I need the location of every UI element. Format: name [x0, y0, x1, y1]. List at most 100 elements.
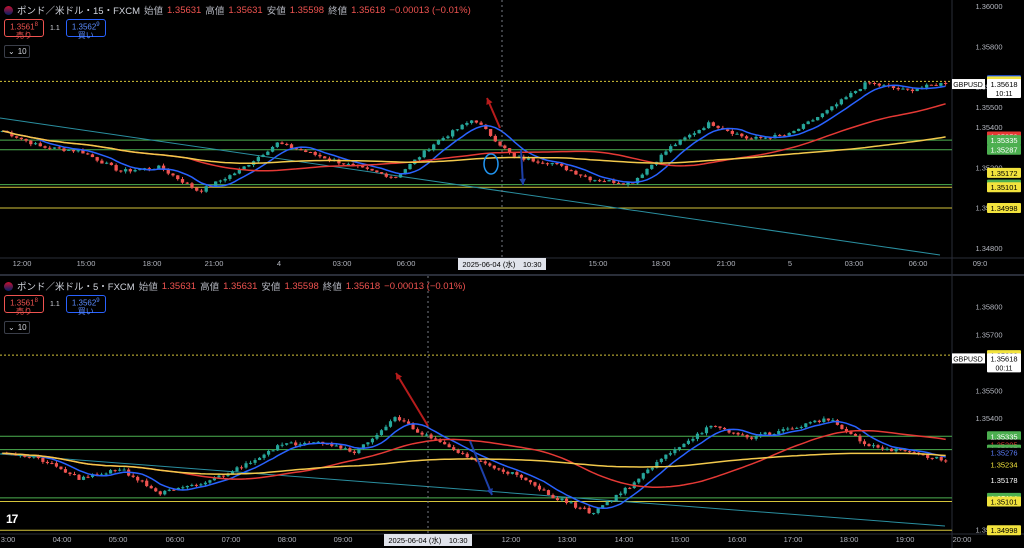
time-tick-label: 17:00	[784, 535, 803, 544]
candle-body	[474, 120, 479, 123]
candle-body	[546, 490, 551, 495]
candle-body	[492, 465, 496, 469]
candle-body	[68, 472, 72, 475]
candle-body	[157, 165, 161, 170]
candle-body	[154, 488, 158, 492]
symbol-title[interactable]: ポンド／米ドル・5・FXCM	[17, 282, 135, 293]
time-tick-label: 06:00	[166, 535, 185, 544]
candle-body	[427, 149, 431, 151]
current-price: 1.35618	[990, 354, 1017, 363]
candle-body	[754, 436, 758, 439]
price-badge	[987, 496, 1021, 507]
candle-body	[943, 82, 948, 84]
candle-body	[686, 440, 691, 444]
price-tick-label: 1.35200	[975, 163, 1002, 172]
sell-button[interactable]: 1.35618 売り	[4, 19, 44, 40]
sell-label: 売り	[16, 30, 32, 40]
candle-body	[348, 448, 352, 452]
crosshair-time-badge	[384, 534, 472, 546]
candle-body	[713, 425, 718, 427]
candle-body	[276, 445, 280, 451]
candle-body	[375, 434, 379, 439]
candle-body	[740, 133, 744, 137]
annotation-arrow	[395, 372, 429, 427]
symbol-title[interactable]: ポンド／米ドル・15・FXCM	[17, 6, 140, 17]
price-chart-15m[interactable]: 1.360001.358001.356001.355001.354001.352…	[0, 0, 1024, 274]
candle-body	[280, 444, 284, 446]
candle-body	[244, 463, 248, 468]
buy-button[interactable]: 1.35629 買い	[65, 295, 106, 316]
chart-pane-15m[interactable]: 1.360001.358001.356001.355001.354001.352…	[0, 0, 1024, 274]
candle-body	[365, 167, 370, 169]
candle-body	[270, 146, 275, 152]
sell-label: 売り	[16, 306, 32, 316]
candle-body	[484, 124, 488, 130]
candle-body	[640, 174, 644, 178]
trend-line	[0, 117, 941, 256]
candle-body	[569, 502, 573, 504]
candle-body	[474, 459, 478, 461]
candle-body	[455, 129, 460, 131]
candle-body	[379, 172, 384, 174]
time-tick-label: 04:00	[53, 535, 72, 544]
candle-body	[133, 170, 137, 172]
candle-body	[294, 148, 298, 150]
candle-body	[104, 162, 109, 164]
candle-body	[773, 134, 777, 139]
candle-body	[488, 129, 493, 136]
candle-body	[398, 173, 403, 178]
candle-body	[555, 163, 559, 165]
candle-body	[81, 150, 85, 154]
indicator-toggle[interactable]: ⌄ 10	[4, 45, 30, 58]
pane-separator[interactable]	[0, 274, 1024, 276]
chart-pane-5m[interactable]: 1.358001.357001.355001.354001.350001.356…	[0, 276, 1024, 548]
candle-body	[479, 460, 483, 462]
sell-price: 1.3561	[10, 298, 35, 308]
candle-body	[379, 430, 384, 435]
price-badge-label: 1.35172	[990, 169, 1017, 178]
candle-body	[337, 159, 341, 164]
candle-body	[526, 158, 531, 160]
candle-body	[384, 173, 388, 177]
candle-body	[308, 152, 313, 154]
candle-body	[560, 163, 564, 166]
candle-body	[123, 169, 128, 172]
time-tick-label: 18:00	[652, 259, 671, 268]
candle-body	[876, 445, 880, 448]
price-badge	[987, 144, 1021, 155]
candle-body	[673, 449, 677, 454]
candle-body	[597, 180, 602, 182]
sell-button[interactable]: 1.35618 売り	[4, 295, 44, 316]
price-badge-label: 1.34998	[990, 526, 1017, 535]
candle-body	[908, 451, 912, 453]
buy-label: 買い	[77, 306, 94, 316]
candle-body	[583, 175, 588, 177]
spread-value: 1.1	[50, 24, 60, 32]
candle-body	[209, 186, 213, 188]
candle-body	[808, 422, 812, 424]
buy-button[interactable]: 1.35629 買い	[65, 19, 106, 39]
time-tick-label: 15:00	[671, 535, 690, 544]
tradingview-logo[interactable]: 17	[6, 512, 18, 526]
candle-body	[871, 445, 876, 447]
symbol-tag-bg	[952, 79, 985, 90]
candle-body	[167, 489, 171, 491]
candle-body	[411, 423, 415, 430]
candle-body	[312, 442, 316, 444]
candle-body	[772, 433, 776, 436]
arrow-head-icon	[486, 488, 493, 495]
candle-body	[541, 162, 545, 164]
indicator-toggle[interactable]: ⌄ 10	[4, 321, 30, 334]
candle-body	[853, 433, 858, 436]
candle-body	[199, 190, 204, 192]
candle-body	[840, 424, 844, 429]
candle-body	[289, 442, 293, 444]
candle-body	[247, 164, 251, 167]
candle-body	[18, 454, 22, 456]
candle-body	[697, 130, 701, 134]
open-label: 始値	[138, 282, 158, 293]
price-chart-5m[interactable]: 1.358001.357001.355001.354001.350001.356…	[0, 276, 1024, 548]
candle-body	[801, 124, 806, 129]
ma-long-line	[2, 130, 946, 165]
price-badge	[987, 459, 1021, 470]
